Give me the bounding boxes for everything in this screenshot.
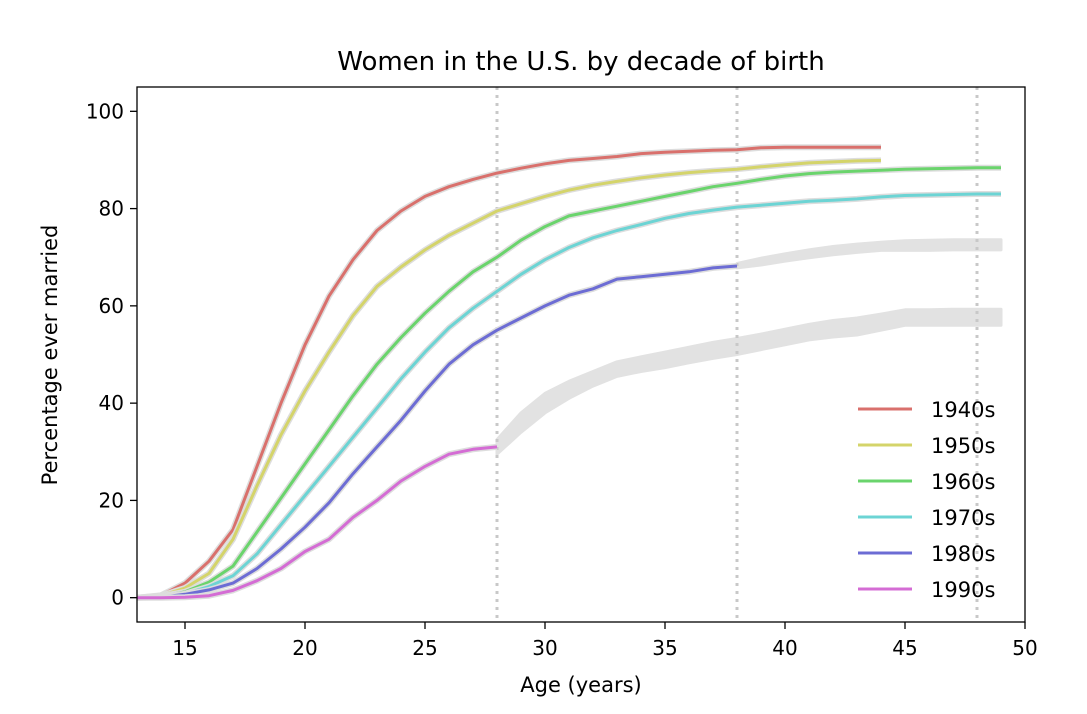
series-line-1970s bbox=[136, 192, 1001, 600]
y-tick-label-40: 40 bbox=[99, 391, 124, 415]
legend-label-1950s: 1950s bbox=[931, 434, 995, 458]
legend-label-1960s: 1960s bbox=[931, 470, 995, 494]
prediction-band-1 bbox=[495, 307, 1003, 456]
series-line-1950s bbox=[136, 158, 882, 600]
series-line-1990s bbox=[137, 445, 498, 600]
x-tick-label-20: 20 bbox=[292, 636, 317, 660]
x-tick-label-35: 35 bbox=[652, 636, 677, 660]
series-line-1980s bbox=[136, 264, 738, 600]
legend-label-1990s: 1990s bbox=[931, 578, 995, 602]
plot-frame bbox=[136, 86, 1026, 623]
y-tick-label-60: 60 bbox=[99, 294, 124, 318]
legend-label-1970s: 1970s bbox=[931, 506, 995, 530]
x-tick-label-50: 50 bbox=[1012, 636, 1037, 660]
chart-title: Women in the U.S. by decade of birth bbox=[337, 47, 824, 77]
series-line-1940s bbox=[136, 145, 881, 600]
y-axis-label: Percentage ever married bbox=[38, 225, 62, 486]
x-axis-ticks: 15 20 25 30 35 40 45 50 bbox=[172, 622, 1038, 660]
y-tick-label-80: 80 bbox=[99, 197, 124, 221]
x-axis-label: Age (years) bbox=[520, 673, 641, 697]
series-halo-1950s bbox=[136, 157, 882, 601]
x-tick-label-15: 15 bbox=[172, 636, 197, 660]
x-tick-label-30: 30 bbox=[532, 636, 557, 660]
legend-label-1980s: 1980s bbox=[931, 542, 995, 566]
y-tick-label-20: 20 bbox=[99, 488, 124, 512]
prediction-bands bbox=[495, 238, 1003, 456]
legend-label-1940s: 1940s bbox=[931, 398, 995, 422]
x-tick-label-40: 40 bbox=[772, 636, 797, 660]
series-halo-1940s bbox=[136, 144, 881, 601]
series-lines bbox=[136, 144, 1001, 601]
series-line-1960s bbox=[136, 166, 1001, 600]
y-axis-ticks: 0 20 40 60 80 100 bbox=[86, 99, 137, 610]
x-tick-label-45: 45 bbox=[892, 636, 917, 660]
prediction-band-0 bbox=[735, 238, 1003, 270]
y-tick-label-100: 100 bbox=[86, 99, 124, 123]
x-tick-label-25: 25 bbox=[412, 636, 437, 660]
legend: 1940s 1950s 1960s 1970s 1980s 1990s bbox=[858, 398, 995, 602]
y-tick-label-0: 0 bbox=[111, 586, 124, 610]
